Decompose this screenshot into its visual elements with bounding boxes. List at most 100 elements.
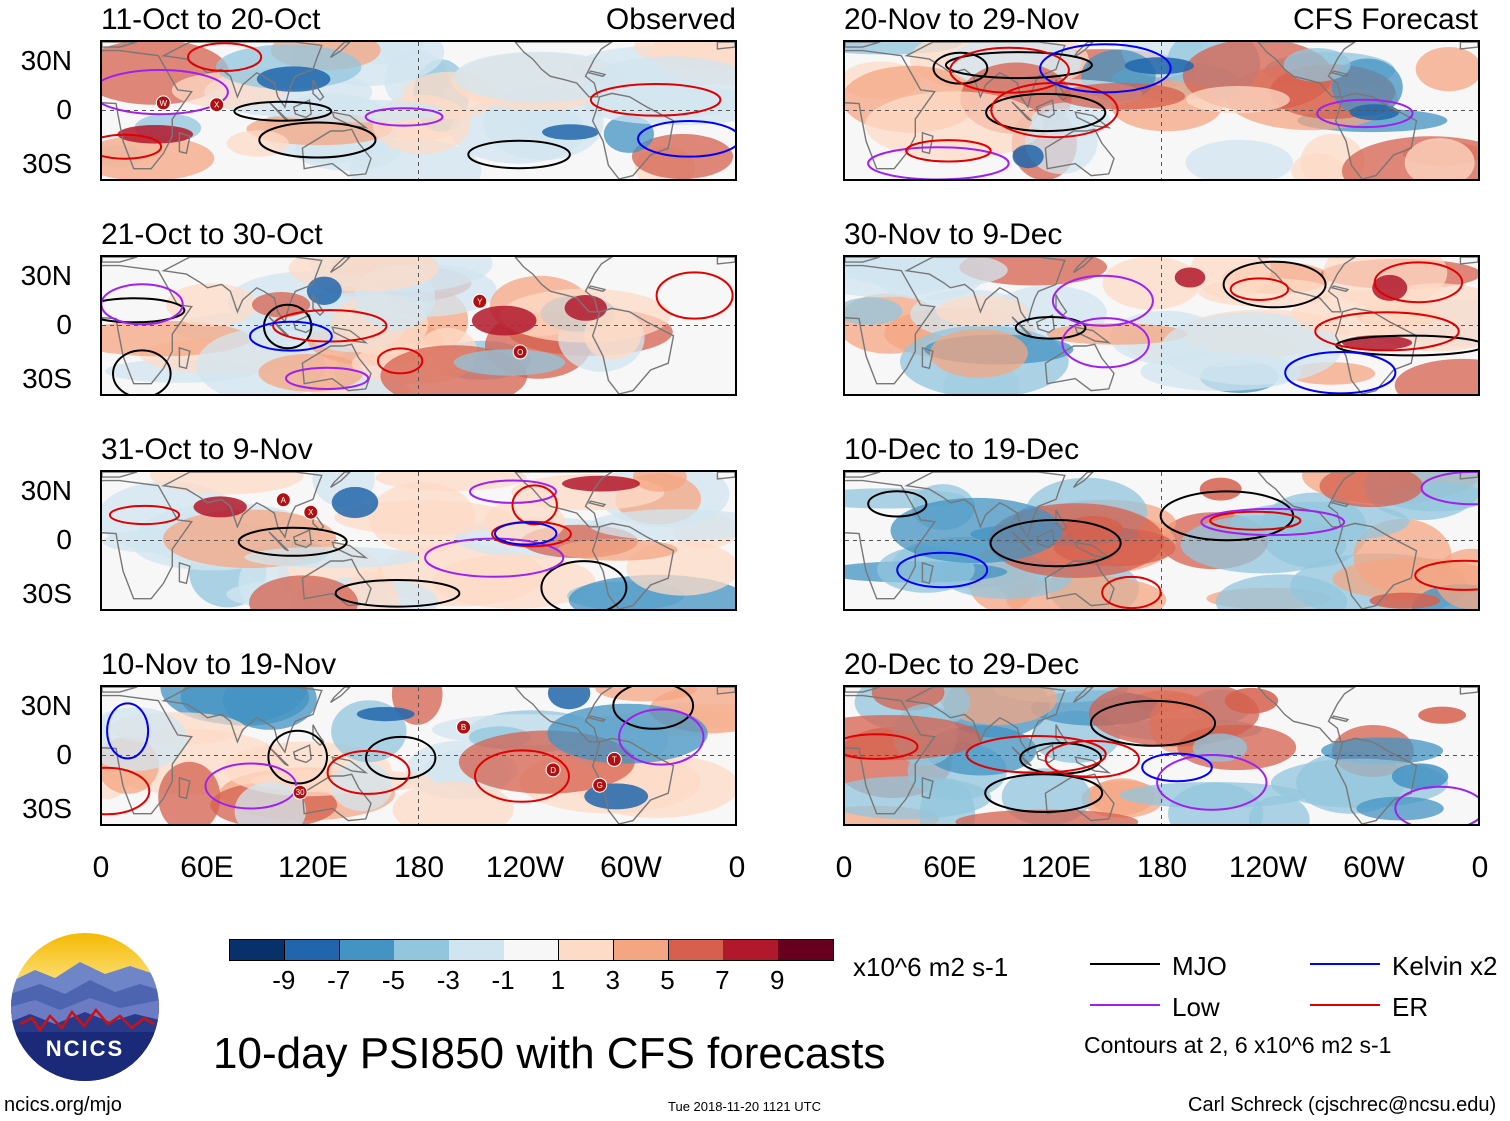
anomaly-center bbox=[547, 687, 591, 710]
coastline bbox=[330, 687, 351, 703]
coastline bbox=[161, 472, 323, 539]
coastline bbox=[845, 42, 881, 48]
anomaly-center bbox=[1124, 57, 1194, 75]
coastline bbox=[845, 687, 881, 693]
er-contour bbox=[655, 271, 734, 320]
colorbar-cell bbox=[449, 940, 505, 960]
er-contour bbox=[949, 46, 1070, 94]
storm-marker: W bbox=[155, 95, 171, 111]
lat-label-0: 0 bbox=[56, 524, 72, 555]
coastline bbox=[591, 737, 675, 824]
lat-label-30s: 30S bbox=[22, 793, 72, 824]
panel-2-title: 21-Oct to 30-Oct bbox=[101, 218, 323, 251]
low-contour bbox=[1200, 507, 1346, 537]
anomaly-center bbox=[117, 125, 194, 144]
coastline bbox=[331, 541, 369, 559]
colorbar-tick-label: -7 bbox=[327, 965, 351, 995]
er-contour bbox=[1044, 739, 1140, 779]
lat-label-30n: 30N bbox=[20, 690, 72, 721]
anomaly-blob bbox=[450, 97, 586, 164]
colorbar-cell bbox=[668, 940, 724, 960]
coastline bbox=[330, 257, 351, 273]
coastline bbox=[1334, 737, 1418, 824]
coastline bbox=[904, 257, 1066, 324]
er-contour bbox=[187, 42, 263, 72]
coastline bbox=[1257, 687, 1357, 743]
panel-1-title: 11-Oct to 20-Oct bbox=[101, 3, 321, 36]
lat-label-30s: 30S bbox=[22, 148, 72, 179]
anomaly-blob bbox=[1102, 257, 1201, 310]
coastline bbox=[587, 500, 607, 508]
storm-label: X bbox=[214, 101, 220, 110]
coastline bbox=[845, 264, 936, 385]
coastline bbox=[161, 687, 323, 754]
coastline bbox=[587, 715, 607, 723]
anomaly-center bbox=[1391, 763, 1449, 790]
footer-credit[interactable]: Carl Schreck (cjschrec@ncsu.edu) bbox=[1188, 1094, 1497, 1116]
panel-3-title: 31-Oct to 9-Nov bbox=[101, 433, 313, 466]
storm-label: 30 bbox=[296, 788, 305, 797]
map-svg bbox=[845, 42, 1478, 179]
anomaly-blob bbox=[102, 707, 188, 771]
anomaly-blob bbox=[1215, 574, 1347, 609]
coastline bbox=[1073, 472, 1094, 488]
er-contour bbox=[326, 749, 411, 795]
colorbar-tick-label: -5 bbox=[381, 965, 406, 995]
coastline bbox=[1459, 42, 1478, 50]
er-contour bbox=[1101, 575, 1162, 609]
colorbar-cell bbox=[778, 940, 834, 960]
coastline bbox=[1459, 472, 1478, 480]
low-contour bbox=[867, 146, 1010, 179]
coastline bbox=[102, 479, 193, 600]
anomaly-center bbox=[1174, 267, 1206, 288]
low-contour bbox=[1394, 785, 1478, 824]
coastline bbox=[514, 472, 614, 528]
storm-label: X bbox=[308, 508, 314, 517]
anomaly-center bbox=[1012, 144, 1044, 169]
low-contour bbox=[618, 708, 705, 766]
lon-label-120w: 120W bbox=[1228, 851, 1308, 884]
coastline bbox=[716, 687, 735, 695]
mjo-contour bbox=[540, 560, 628, 609]
lat-label-0: 0 bbox=[56, 739, 72, 770]
coastline bbox=[716, 42, 735, 50]
anomaly-blob bbox=[588, 509, 735, 541]
coastline bbox=[591, 92, 675, 179]
kelvin-legend-line bbox=[1310, 963, 1380, 965]
footer-url[interactable]: ncics.org/mjo bbox=[4, 1094, 122, 1116]
storm-marker: A bbox=[275, 492, 291, 508]
low-contour bbox=[102, 69, 229, 116]
coastline bbox=[1073, 257, 1094, 273]
anomaly-center bbox=[1199, 477, 1242, 501]
low-contour bbox=[102, 283, 184, 326]
anomaly-blob bbox=[1435, 548, 1478, 609]
coastline bbox=[1055, 294, 1068, 317]
coastline bbox=[587, 285, 607, 293]
mjo-contour bbox=[233, 100, 333, 122]
coastline bbox=[312, 79, 325, 102]
coastline bbox=[845, 472, 881, 478]
low-legend-line bbox=[1090, 1004, 1160, 1006]
coastline bbox=[1257, 257, 1357, 313]
anomaly-blob bbox=[1186, 86, 1290, 113]
panel-5-title: 20-Nov to 29-Nov bbox=[844, 3, 1080, 36]
mjo-contour bbox=[1019, 742, 1103, 775]
kelvin-contour bbox=[1141, 752, 1213, 783]
lat-label-0: 0 bbox=[56, 309, 72, 340]
anomaly-blob bbox=[1404, 138, 1475, 179]
anomaly-blob bbox=[375, 472, 527, 492]
panel-6-title: 30-Nov to 9-Dec bbox=[844, 218, 1063, 251]
coastline bbox=[1330, 500, 1350, 508]
coastline bbox=[1074, 541, 1112, 559]
lat-label-30s: 30S bbox=[22, 363, 72, 394]
er-contour bbox=[1229, 277, 1290, 302]
coastline bbox=[292, 314, 312, 334]
mjo-contour bbox=[267, 729, 328, 785]
coastline bbox=[587, 70, 607, 78]
lon-label-60e: 60E bbox=[923, 851, 977, 884]
anomaly-blob bbox=[632, 472, 687, 492]
anomaly-center bbox=[356, 707, 415, 722]
